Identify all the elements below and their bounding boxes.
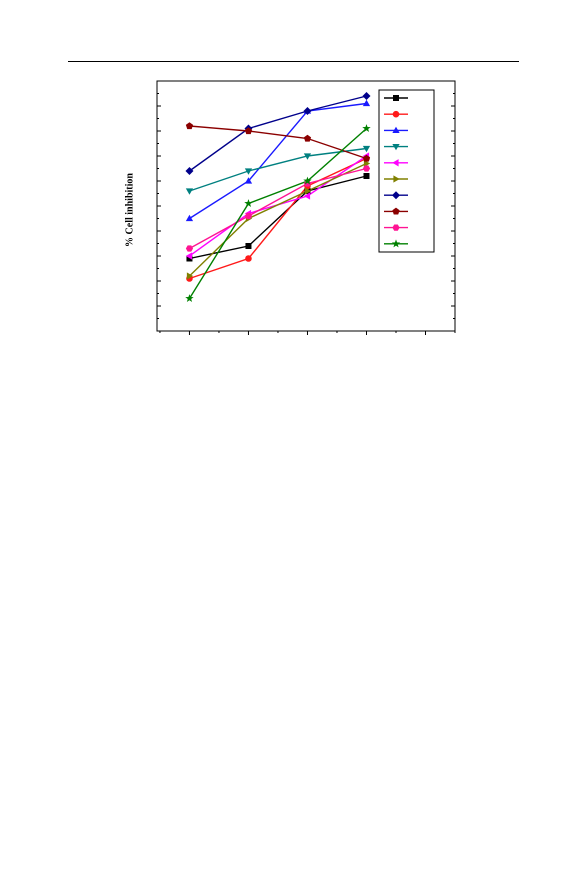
- marker-diamond: [303, 107, 312, 115]
- series-line: [189, 167, 367, 250]
- marker-diamond: [392, 191, 400, 200]
- marker-pentagon: [185, 122, 194, 130]
- marker-square: [186, 255, 193, 262]
- marker-hexagon: [392, 224, 400, 231]
- marker-triangle-up: [185, 214, 194, 222]
- legend-box: [378, 89, 435, 253]
- marker-triangle-down: [244, 168, 253, 175]
- marker-star: [185, 294, 194, 303]
- marker-circle: [392, 110, 400, 118]
- marker-triangle-right: [186, 272, 194, 280]
- marker-triangle-down: [362, 145, 371, 153]
- marker-square: [245, 243, 252, 249]
- axis-ticks: [157, 80, 456, 335]
- marker-pentagon: [303, 134, 312, 142]
- marker-triangle-right: [304, 187, 312, 195]
- marker-triangle-left: [392, 159, 399, 167]
- marker-triangle-right: [393, 175, 400, 183]
- marker-star: [391, 239, 401, 248]
- marker-diamond: [185, 167, 194, 175]
- marker-star: [362, 124, 371, 133]
- legend: [384, 95, 408, 248]
- marker-star: [303, 176, 312, 185]
- marker-diamond: [362, 92, 371, 100]
- marker-triangle-right: [363, 159, 371, 168]
- header-rule: [68, 61, 519, 62]
- marker-star: [244, 199, 253, 208]
- marker-triangle-up: [362, 99, 371, 107]
- marker-square: [363, 173, 370, 179]
- series-line: [188, 162, 367, 277]
- series-lines: [188, 95, 367, 299]
- marker-hexagon: [362, 165, 371, 172]
- series-line: [188, 127, 367, 299]
- marker-triangle-up: [392, 126, 400, 133]
- marker-hexagon: [185, 245, 194, 252]
- marker-pentagon: [244, 127, 253, 135]
- series-line: [189, 157, 367, 280]
- series-line: [189, 102, 367, 220]
- marker-pentagon: [392, 207, 400, 215]
- marker-pentagon: [362, 154, 371, 162]
- series-markers: [185, 92, 371, 303]
- marker-triangle-down: [303, 153, 312, 160]
- series-line: [189, 175, 367, 260]
- marker-square: [393, 95, 399, 101]
- marker-triangle-down: [185, 188, 194, 195]
- marker-triangle-left: [185, 252, 193, 260]
- series-line: [189, 125, 367, 160]
- marker-triangle-up: [244, 177, 253, 184]
- marker-circle: [245, 255, 252, 262]
- series-line: [189, 95, 367, 172]
- marker-triangle-left: [303, 192, 311, 200]
- marker-triangle-down: [392, 144, 400, 151]
- marker-hexagon: [244, 212, 253, 220]
- series-line: [189, 147, 367, 192]
